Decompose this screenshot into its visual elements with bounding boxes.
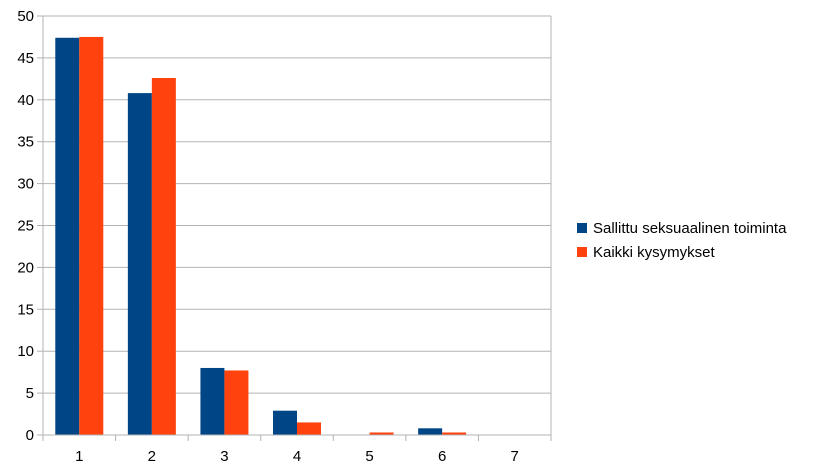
y-tick-label: 15 (17, 301, 34, 318)
bar-series-2-cat-1 (79, 36, 104, 435)
bar-series-2-cat-5 (369, 432, 394, 435)
y-tick-label: 25 (17, 218, 34, 235)
bar-series-2-cat-2 (151, 78, 176, 436)
y-tick-label: 20 (17, 259, 34, 276)
y-tick-label: 50 (17, 8, 34, 25)
y-tick-label: 35 (17, 134, 34, 151)
x-tick-label: 5 (365, 448, 373, 465)
x-tick-label: 1 (75, 448, 83, 465)
axes (37, 15, 552, 441)
bar-series-2-cat-4 (297, 422, 321, 435)
x-tick-label: 6 (438, 448, 446, 465)
bar-series-1-cat-2 (127, 93, 152, 435)
y-tick-label: 45 (17, 50, 34, 67)
y-tick-label: 40 (17, 92, 34, 109)
bar-series-1-cat-4 (273, 410, 297, 435)
x-tick-label: 3 (220, 448, 228, 465)
x-tick-label: 2 (148, 448, 156, 465)
bar-series-1-cat-6 (418, 428, 443, 435)
x-tick-label: 4 (293, 448, 301, 465)
legend-label-series-2: Kaikki kysymykset (593, 243, 715, 261)
y-tick-label: 30 (17, 176, 34, 193)
y-tick-label: 0 (26, 427, 34, 444)
bar-series-2-cat-3 (224, 370, 249, 435)
legend-swatch-series-1 (577, 223, 587, 233)
bar-series-1-cat-3 (200, 367, 225, 435)
bar-series-1-cat-1 (55, 37, 80, 436)
y-tick-labels: 0 5 10 15 20 25 30 35 40 45 50 (17, 8, 34, 444)
legend-label-series-1: Sallittu seksuaalinen toiminta (593, 219, 787, 237)
legend-item-series-1: Sallittu seksuaalinen toiminta (577, 216, 786, 240)
legend: Sallittu seksuaalinen toiminta Kaikki ky… (577, 216, 786, 264)
legend-swatch-series-2 (577, 247, 587, 257)
y-tick-label: 5 (26, 385, 34, 402)
bars (55, 36, 467, 436)
x-tick-label: 7 (511, 448, 519, 465)
y-tick-label: 10 (17, 343, 34, 360)
gridlines (43, 15, 551, 394)
bar-series-2-cat-6 (442, 432, 467, 435)
legend-item-series-2: Kaikki kysymykset (577, 240, 786, 264)
x-tick-labels: 1 2 3 4 5 6 7 (75, 448, 519, 465)
